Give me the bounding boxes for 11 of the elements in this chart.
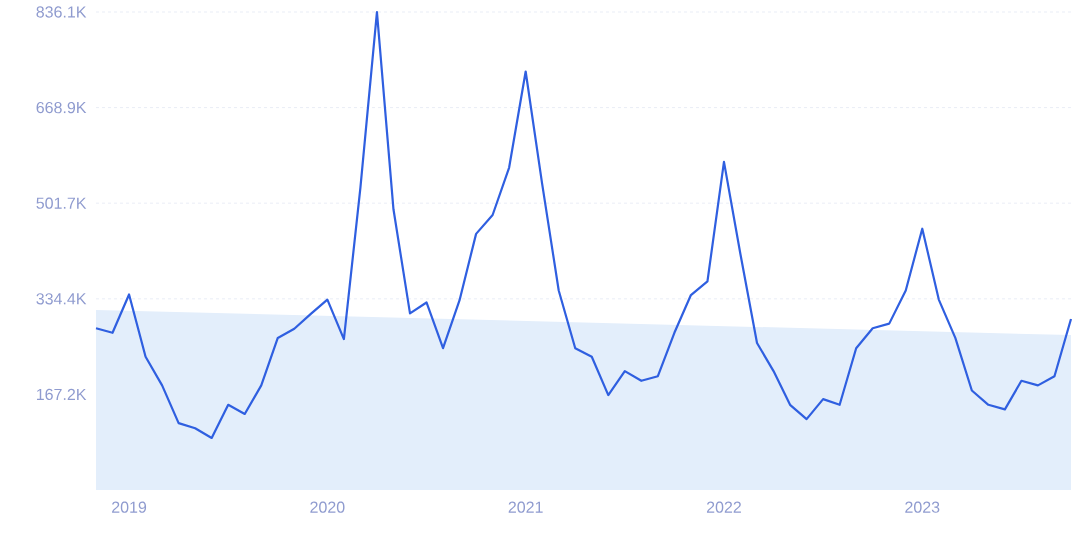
x-tick-label: 2022 [706,501,741,513]
x-tick-label: 2019 [112,501,147,513]
y-tick-label: 836.1K [36,6,87,18]
y-tick-label: 668.9K [36,101,87,114]
x-tick-label: 2021 [508,501,543,513]
line-series [94,10,1073,440]
y-tick-label: 334.4K [36,293,87,305]
y-tick-label: 501.7K [36,197,87,209]
x-tick-label: 2023 [905,501,940,513]
y-tick-label: 167.2K [36,388,87,401]
x-tick-label: 2020 [310,501,345,513]
